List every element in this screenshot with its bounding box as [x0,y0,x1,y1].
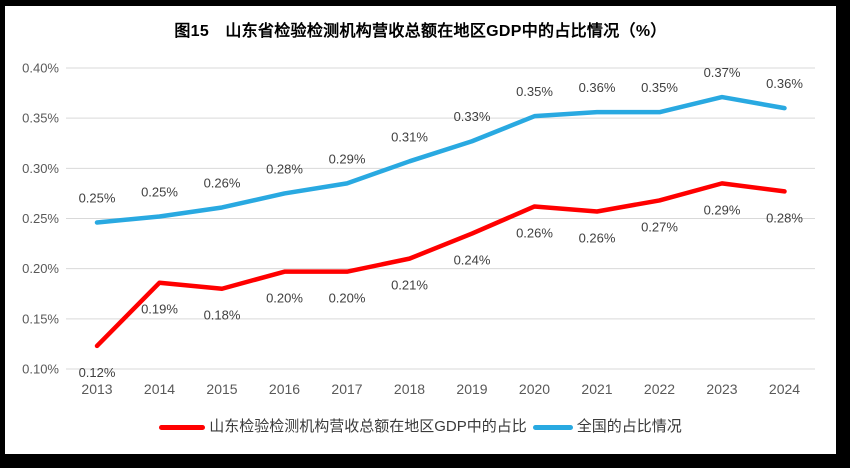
x-axis-year-label: 2014 [144,381,175,397]
data-label-shandong-2020: 0.26% [516,225,553,240]
chart-canvas: 图15 山东省检验检测机构营收总额在地区GDP中的占比情况（%） 0.10% 0.… [5,6,836,454]
x-axis-year-label: 2013 [81,381,112,397]
x-axis-year-label: 2024 [769,381,800,397]
data-label-national-2017: 0.29% [329,151,366,166]
x-axis-year-label: 2023 [706,381,737,397]
y-axis-tick-label: 0.30% [22,161,59,176]
data-label-national-2023: 0.37% [704,65,741,80]
data-label-shandong-2023: 0.29% [704,202,741,217]
y-axis-tick-label: 0.25% [22,211,59,226]
data-label-shandong-2016: 0.20% [266,291,303,306]
y-axis-tick-label: 0.40% [22,61,59,76]
x-axis-year-label: 2020 [519,381,550,397]
series-line-national [94,94,787,225]
data-label-national-2022: 0.35% [641,80,678,95]
data-label-national-2015: 0.26% [204,175,241,190]
legend-label-national: 全国的占比情况 [576,418,682,435]
y-axis-tick-label: 0.10% [22,362,59,377]
data-label-shandong-2015: 0.18% [204,308,241,323]
series-line-shandong [94,181,787,349]
data-label-national-2018: 0.31% [391,129,428,144]
chart-title: 图15 山东省检验检测机构营收总额在地区GDP中的占比情况（%） [174,23,667,40]
x-axis-year-label: 2016 [269,381,300,397]
x-axis-year-label: 2019 [456,381,487,397]
data-label-shandong-2021: 0.26% [579,230,616,245]
data-label-national-2016: 0.28% [266,161,303,176]
y-axis-tick-label: 0.35% [22,111,59,126]
data-label-shandong-2019: 0.24% [454,253,491,268]
data-label-national-2024: 0.36% [766,76,803,91]
data-label-shandong-2017: 0.20% [329,291,366,306]
data-label-shandong-2014: 0.19% [141,302,178,317]
data-label-national-2020: 0.35% [516,84,553,99]
legend-swatch-shandong [159,424,206,430]
line-plot: 0.10% 0.15% 0.20% 0.25% 0.30% 0.35% 0.40% 2013 2… [22,61,815,397]
x-axis-year-label: 2015 [206,381,237,397]
x-axis-year-label: 2018 [394,381,425,397]
data-label-national-2014: 0.25% [141,184,178,199]
legend-label-shandong: 山东检验检测机构营收总额在地区GDP中的占比 [209,418,527,435]
y-axis-tick-label: 0.15% [22,311,59,326]
data-label-shandong-2022: 0.27% [641,219,678,234]
data-label-national-2021: 0.36% [579,80,616,95]
data-label-shandong-2018: 0.21% [391,278,428,293]
x-axis-year-label: 2021 [581,381,612,397]
data-label-shandong-2024: 0.28% [766,210,803,225]
data-label-shandong-2013: 0.12% [79,365,116,380]
legend: 山东检验检测机构营收总额在地区GDP中的占比 全国的占比情况 [5,416,836,438]
data-label-national-2013: 0.25% [79,191,116,206]
x-axis-year-label: 2017 [331,381,362,397]
legend-swatch-national [532,424,573,430]
data-label-national-2019: 0.33% [454,109,491,124]
x-axis-year-label: 2022 [644,381,675,397]
y-axis-tick-label: 0.20% [22,261,59,276]
